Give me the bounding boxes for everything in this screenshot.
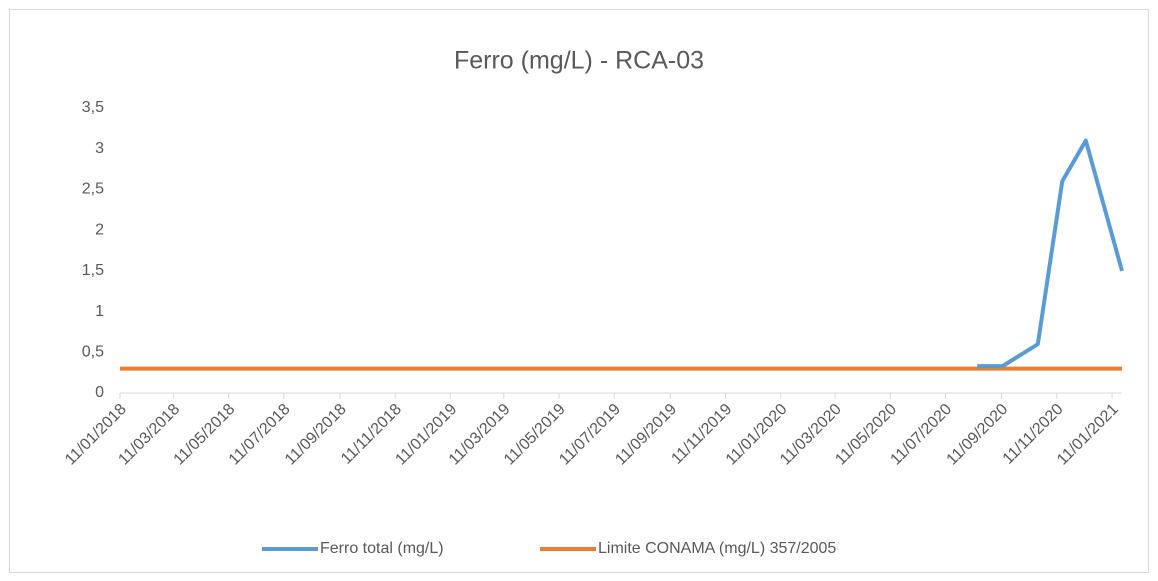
- chart-border: [9, 9, 1149, 573]
- y-tick-label: 0: [95, 384, 104, 401]
- chart-title: Ferro (mg/L) - RCA-03: [454, 47, 704, 75]
- y-tick-label: 2: [95, 221, 104, 238]
- y-tick-label: 2,5: [82, 181, 104, 198]
- legend-label: Limite CONAMA (mg/L) 357/2005: [598, 540, 836, 557]
- series-line: [977, 138, 1124, 369]
- y-tick-label: 3: [95, 140, 104, 157]
- y-tick-label: 3,5: [82, 99, 104, 116]
- y-tick-label: 0,5: [82, 344, 104, 361]
- y-tick-label: 1: [95, 303, 104, 320]
- y-tick-label: 1,5: [82, 262, 104, 279]
- legend-label: Ferro total (mg/L): [320, 540, 444, 557]
